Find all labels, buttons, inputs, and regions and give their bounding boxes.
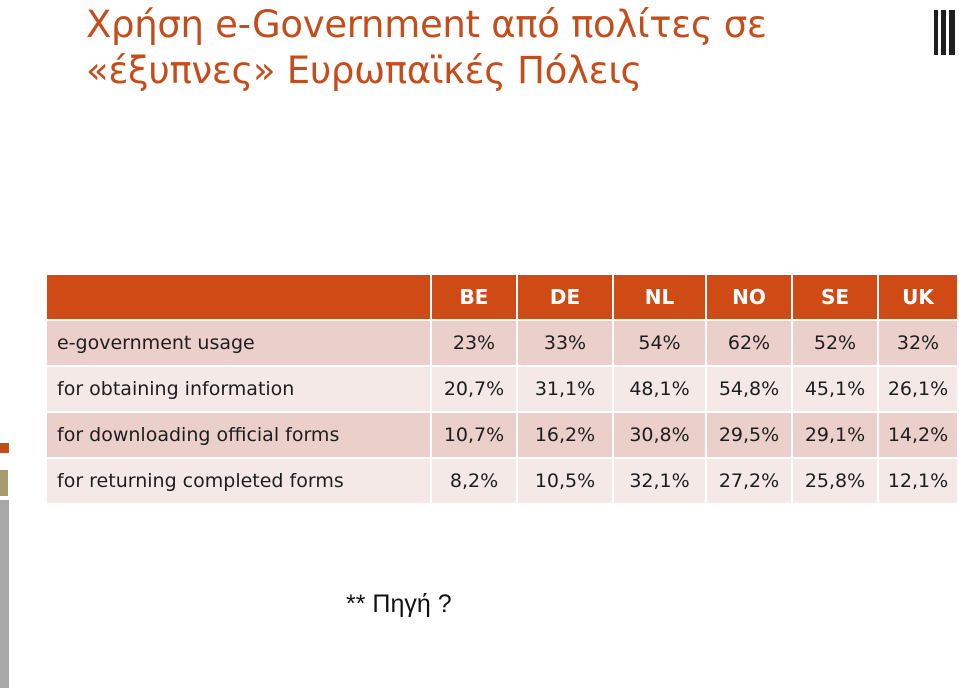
row-label: e-government usage — [45, 319, 432, 367]
table-cell: 29,5% — [705, 411, 793, 459]
table-row: for obtaining information 20,7% 31,1% 48… — [45, 365, 959, 413]
table-cell: 16,2% — [516, 411, 614, 459]
column-header: NO — [705, 273, 793, 321]
table-cell: 23% — [430, 319, 518, 367]
decorative-bar — [949, 10, 955, 55]
source-note: ** Πηγή ? — [346, 590, 452, 618]
row-label: for obtaining information — [45, 365, 432, 413]
column-header: SE — [791, 273, 879, 321]
decorative-bar — [0, 443, 9, 453]
table-cell: 54% — [612, 319, 707, 367]
row-label: for returning completed forms — [45, 457, 432, 505]
decorative-bar — [941, 10, 946, 55]
decorative-bar — [934, 10, 938, 55]
table-cell: 32,1% — [612, 457, 707, 505]
table-header-row: BE DE NL NO SE UK — [45, 273, 959, 321]
decorative-bar — [0, 470, 8, 496]
column-header: UK — [877, 273, 959, 321]
column-header: DE — [516, 273, 614, 321]
table-cell: 48,1% — [612, 365, 707, 413]
table-cell: 30,8% — [612, 411, 707, 459]
table-cell: 20,7% — [430, 365, 518, 413]
slide-title: Χρήση e-Government από πολίτες σε «έξυπν… — [86, 3, 767, 92]
table-cell: 26,1% — [877, 365, 959, 413]
row-label: for downloading official forms — [45, 411, 432, 459]
table-cell: 27,2% — [705, 457, 793, 505]
table-cell: 29,1% — [791, 411, 879, 459]
table-row: for returning completed forms 8,2% 10,5%… — [45, 457, 959, 505]
table-cell: 12,1% — [877, 457, 959, 505]
column-header: BE — [430, 273, 518, 321]
column-header — [45, 273, 432, 321]
table-cell: 52% — [791, 319, 879, 367]
table-cell: 32% — [877, 319, 959, 367]
table-cell: 33% — [516, 319, 614, 367]
table-cell: 54,8% — [705, 365, 793, 413]
table-cell: 45,1% — [791, 365, 879, 413]
table-row: for downloading official forms 10,7% 16,… — [45, 411, 959, 459]
table-cell: 10,7% — [430, 411, 518, 459]
table-cell: 8,2% — [430, 457, 518, 505]
decorative-bar — [0, 500, 9, 688]
column-header: NL — [612, 273, 707, 321]
table-cell: 62% — [705, 319, 793, 367]
table-cell: 10,5% — [516, 457, 614, 505]
table-cell: 25,8% — [791, 457, 879, 505]
egov-usage-table: BE DE NL NO SE UK e-government usage 23%… — [45, 273, 959, 505]
table-row: e-government usage 23% 33% 54% 62% 52% 3… — [45, 319, 959, 367]
table-cell: 31,1% — [516, 365, 614, 413]
table-cell: 14,2% — [877, 411, 959, 459]
